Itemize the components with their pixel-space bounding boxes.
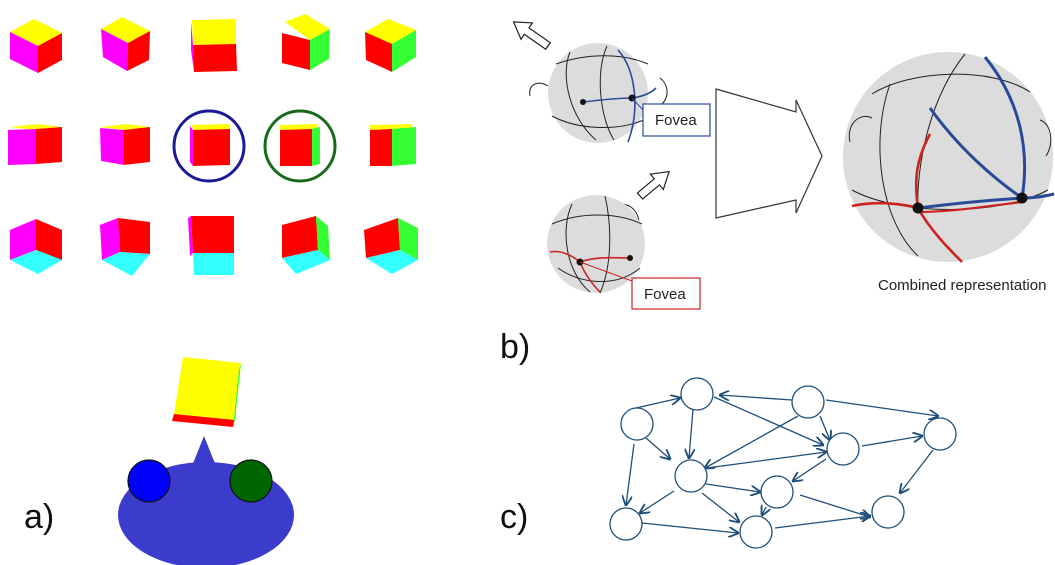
network-nodes	[609, 377, 957, 549]
network-node	[609, 507, 643, 541]
panel-label-a: a)	[24, 498, 54, 536]
cube-face-magenta	[10, 32, 38, 73]
cube-view	[191, 19, 237, 72]
cube-face-cyan	[366, 250, 418, 274]
panel-b: Fovea Fovea	[512, 21, 1055, 310]
green-eye	[229, 459, 273, 503]
cube-view	[364, 218, 418, 274]
cube-view	[282, 216, 330, 274]
observed-cube	[172, 357, 241, 427]
cube-face-yellow	[192, 124, 230, 130]
cube-view	[100, 124, 150, 165]
cube-face-yellow	[101, 17, 150, 43]
cube-face-magenta	[188, 216, 193, 256]
combined-sphere	[843, 52, 1055, 263]
top-fovea-callout: Fovea	[642, 103, 711, 137]
cube-face-red	[127, 31, 150, 71]
network-node	[871, 495, 905, 529]
combined-blue-fovea-dot	[1016, 192, 1028, 204]
network-node	[739, 515, 773, 549]
cube-face-green	[310, 29, 330, 70]
cube-face-yellow	[10, 124, 62, 130]
cube-face-red	[124, 127, 150, 165]
cube-face-green	[316, 216, 330, 260]
cube-face-red	[36, 127, 62, 164]
cube-views-grid	[8, 14, 418, 276]
cube-face-red	[282, 216, 318, 258]
network-node	[620, 407, 654, 441]
robot-nose	[192, 436, 216, 466]
cube-view	[282, 14, 330, 70]
cube-face-magenta	[101, 29, 128, 71]
cube-face-red	[193, 129, 230, 166]
bottom-eye-sphere	[547, 195, 645, 294]
cube-face-magenta	[8, 129, 36, 165]
cube-face-cyan	[10, 250, 62, 274]
network-edges	[626, 395, 938, 533]
cube-face-red	[118, 218, 150, 254]
cube-face-red	[364, 218, 400, 258]
cube-view	[280, 124, 320, 166]
network-node	[680, 377, 714, 411]
cube-view	[101, 17, 150, 71]
cube-face-red	[280, 129, 312, 166]
cube-face-magenta	[191, 22, 194, 72]
cube-face-red	[36, 219, 62, 260]
cube-face-green	[398, 218, 418, 260]
cube-face-cyan	[282, 250, 330, 274]
network-node	[674, 459, 708, 493]
top-gaze-arrow	[512, 21, 552, 51]
cube-face-magenta	[100, 218, 120, 260]
bottom-fovea-label: Fovea	[644, 286, 686, 303]
cube-face-green	[392, 127, 416, 166]
cube-face-yellow	[192, 19, 236, 45]
network-graph	[609, 377, 957, 549]
cube-face-magenta	[10, 219, 36, 260]
panel-label-c: c)	[500, 498, 528, 536]
blue-eye	[127, 459, 171, 503]
cube-view	[10, 19, 62, 73]
cube-face-red	[191, 216, 234, 253]
bottom-gaze-arrow	[636, 170, 670, 200]
network-node	[923, 417, 957, 451]
combined-caption: Combined representation	[878, 277, 1046, 294]
robot-illustration	[118, 357, 294, 565]
cube-face-yellow	[100, 124, 150, 130]
blue-selection-circle	[172, 109, 246, 183]
cube-face-green	[392, 30, 416, 72]
cube-face-yellow	[10, 19, 62, 46]
top-eye-sphere	[529, 43, 668, 143]
network-node	[791, 385, 825, 419]
cube-view	[100, 218, 150, 276]
cube-face-green	[312, 127, 320, 166]
cube-face-red	[370, 129, 392, 166]
cube-view	[370, 124, 416, 166]
top-fovea-label: Fovea	[655, 112, 697, 129]
cube-view	[8, 124, 62, 165]
cube-view	[190, 124, 230, 166]
cube-face-yellow	[365, 19, 416, 44]
cube-view	[10, 219, 62, 274]
network-node	[826, 432, 860, 466]
cube-face-yellow	[285, 14, 330, 40]
cube-face-red	[193, 44, 237, 72]
cube-face-cyan	[102, 252, 150, 276]
cube-face-cyan	[193, 253, 234, 275]
cube-face-yellow	[280, 124, 318, 130]
cube-face-magenta	[100, 128, 124, 165]
green-selection-circle	[263, 109, 337, 183]
cube-face-red	[282, 33, 310, 70]
cube-face-red	[38, 33, 62, 73]
cube-face-magenta	[190, 126, 193, 166]
cube-view	[188, 216, 234, 275]
network-node	[760, 475, 794, 509]
combine-arrow	[715, 88, 823, 219]
panel-label-b: b)	[500, 328, 530, 366]
cube-face-red	[365, 32, 392, 72]
cube-view	[365, 19, 416, 72]
bottom-fovea-callout: Fovea	[631, 277, 701, 310]
combined-red-fovea-dot	[912, 202, 924, 214]
